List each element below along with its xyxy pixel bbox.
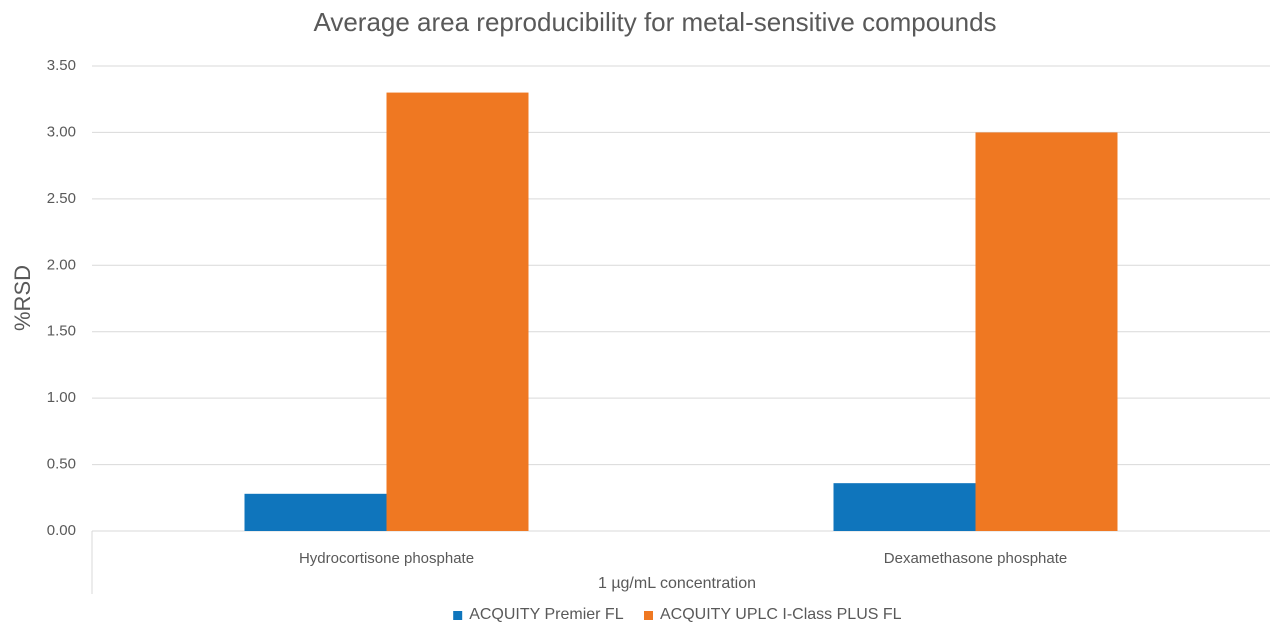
- y-tick-label: 1.00: [47, 389, 76, 406]
- y-tick-label: 1.50: [47, 323, 76, 340]
- y-tick-label: 2.00: [47, 256, 76, 273]
- bar: [386, 92, 529, 532]
- y-tick-label: 0.00: [47, 522, 76, 539]
- y-tick-label: 3.50: [47, 57, 76, 74]
- bar: [975, 132, 1118, 531]
- bar: [244, 493, 387, 531]
- y-axis-title: %RSD: [10, 265, 35, 331]
- y-tick-label: 3.00: [47, 123, 76, 140]
- x-axis-title: 1 µg/mL concentration: [598, 575, 756, 592]
- x-tick-label: Dexamethasone phosphate: [884, 550, 1067, 567]
- legend-label: ACQUITY Premier FL: [469, 606, 624, 623]
- y-tick-label: 0.50: [47, 456, 76, 473]
- x-tick-label: Hydrocortisone phosphate: [299, 550, 474, 567]
- legend-swatch: [644, 611, 653, 620]
- chart-title: Average area reproducibility for metal-s…: [313, 7, 996, 37]
- bar: [833, 483, 976, 531]
- y-tick-label: 2.50: [47, 190, 76, 207]
- legend-swatch: [453, 611, 463, 620]
- legend-label: ACQUITY UPLC I-Class PLUS FL: [660, 606, 902, 623]
